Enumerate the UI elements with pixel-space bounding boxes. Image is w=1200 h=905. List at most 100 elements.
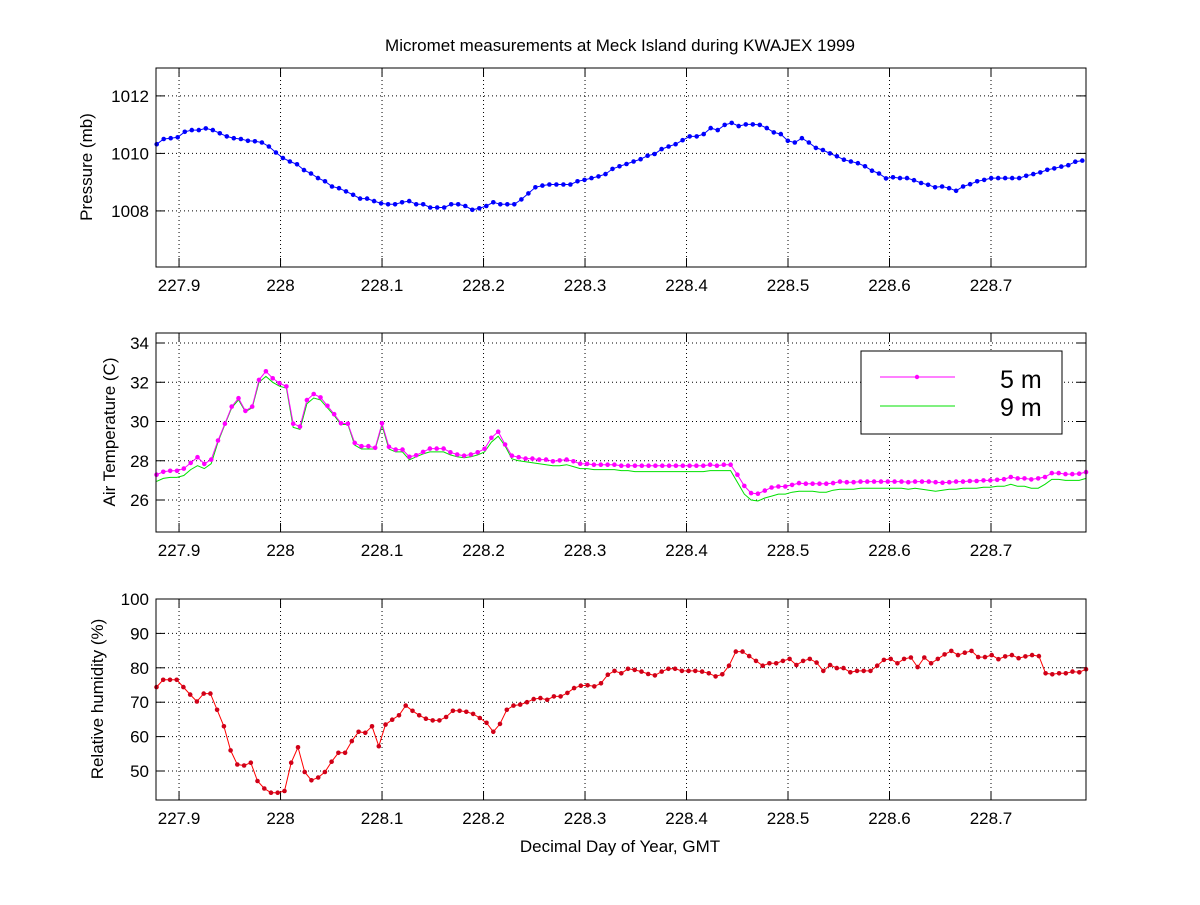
data-point-pressure bbox=[862, 164, 868, 169]
x-tick-label: 228.2 bbox=[462, 276, 505, 295]
data-point-5-m bbox=[468, 452, 474, 457]
data-point-pressure bbox=[455, 202, 461, 207]
data-point-relative-humidity bbox=[982, 654, 988, 660]
data-point-relative-humidity bbox=[262, 786, 267, 791]
data-point-5-m bbox=[297, 424, 303, 429]
data-point-5-m bbox=[1056, 470, 1061, 476]
data-point-pressure bbox=[182, 129, 188, 135]
data-point-relative-humidity bbox=[848, 670, 853, 675]
data-point-relative-humidity bbox=[659, 669, 664, 674]
data-point-relative-humidity bbox=[491, 729, 496, 735]
y-tick-label: 1010 bbox=[111, 144, 149, 163]
data-point-relative-humidity bbox=[592, 684, 597, 689]
data-point-relative-humidity bbox=[753, 658, 759, 664]
data-point-5-m bbox=[352, 440, 358, 446]
data-point-5-m bbox=[1076, 471, 1082, 477]
data-point-pressure bbox=[967, 181, 973, 187]
data-point-relative-humidity bbox=[1036, 653, 1042, 659]
data-point-pressure bbox=[834, 154, 840, 159]
data-point-5-m bbox=[707, 462, 713, 468]
data-point-5-m bbox=[434, 446, 440, 451]
data-point-pressure bbox=[946, 185, 952, 191]
data-point-pressure bbox=[925, 182, 931, 188]
data-point-5-m bbox=[721, 462, 727, 468]
data-point-relative-humidity bbox=[309, 778, 314, 783]
plot-area bbox=[156, 599, 1086, 800]
data-point-relative-humidity bbox=[538, 695, 543, 701]
data-point-pressure bbox=[315, 175, 321, 181]
panel-pressure: 227.9 228 228.1 228.2 228.3 228.4 228.5 228.6 22… bbox=[111, 67, 1087, 295]
data-point-relative-humidity bbox=[255, 778, 260, 784]
data-point-pressure bbox=[771, 130, 777, 135]
data-point-5-m bbox=[1035, 476, 1041, 481]
data-point-relative-humidity bbox=[989, 652, 994, 658]
x-tick-label: 228.6 bbox=[868, 809, 911, 828]
data-point-relative-humidity bbox=[160, 677, 166, 683]
x-tick-label: 228.6 bbox=[868, 541, 911, 560]
data-point-relative-humidity bbox=[942, 652, 947, 657]
data-point-pressure bbox=[512, 202, 517, 207]
data-point-5-m bbox=[331, 411, 337, 417]
data-point-pressure bbox=[413, 202, 419, 207]
data-point-relative-humidity bbox=[342, 750, 348, 756]
data-point-5-m bbox=[1001, 476, 1007, 482]
data-point-relative-humidity bbox=[895, 661, 900, 666]
data-point-pressure bbox=[750, 122, 756, 127]
data-point-5-m bbox=[830, 480, 836, 486]
data-point-relative-humidity bbox=[288, 760, 294, 765]
data-point-5-m bbox=[372, 445, 378, 451]
data-point-5-m bbox=[1070, 471, 1075, 477]
data-point-pressure bbox=[953, 188, 959, 194]
data-point-5-m bbox=[523, 456, 528, 461]
data-point-5-m bbox=[393, 447, 399, 452]
data-point-5-m bbox=[926, 479, 932, 484]
data-point-pressure bbox=[701, 131, 706, 137]
x-tick-label: 228 bbox=[266, 541, 294, 560]
data-point-relative-humidity bbox=[369, 724, 375, 729]
data-point-pressure bbox=[547, 182, 552, 187]
data-point-relative-humidity bbox=[181, 684, 186, 690]
y-tick-label: 34 bbox=[130, 334, 149, 353]
data-point-pressure bbox=[715, 127, 720, 133]
series-line-9-m bbox=[156, 375, 1087, 502]
data-point-5-m bbox=[728, 462, 733, 468]
data-point-pressure bbox=[981, 177, 987, 183]
data-point-pressure bbox=[729, 120, 734, 126]
data-point-pressure bbox=[1038, 170, 1043, 175]
y-tick-label: 1012 bbox=[111, 87, 149, 106]
y-tick-label: 1008 bbox=[111, 202, 149, 221]
data-point-relative-humidity bbox=[558, 694, 563, 699]
data-point-5-m bbox=[776, 484, 781, 489]
data-point-relative-humidity bbox=[437, 718, 442, 723]
data-point-relative-humidity bbox=[699, 669, 705, 674]
data-point-relative-humidity bbox=[430, 718, 436, 723]
data-point-pressure bbox=[624, 161, 629, 167]
data-point-relative-humidity bbox=[740, 649, 745, 654]
x-tick-label: 228.7 bbox=[970, 809, 1013, 828]
data-point-relative-humidity bbox=[315, 775, 321, 780]
data-point-pressure bbox=[988, 175, 994, 181]
data-point-5-m bbox=[844, 479, 850, 485]
data-point-relative-humidity bbox=[949, 648, 954, 654]
data-point-relative-humidity bbox=[915, 664, 920, 670]
data-point-pressure bbox=[1066, 162, 1071, 168]
data-point-pressure bbox=[1031, 171, 1036, 177]
data-point-5-m bbox=[270, 376, 276, 381]
data-point-relative-humidity bbox=[544, 697, 550, 703]
data-point-5-m bbox=[543, 457, 549, 462]
data-point-relative-humidity bbox=[625, 666, 631, 672]
data-point-5-m bbox=[892, 479, 897, 484]
data-point-relative-humidity bbox=[598, 681, 604, 686]
data-point-pressure bbox=[477, 206, 482, 211]
data-point-pressure bbox=[336, 185, 342, 191]
data-point-pressure bbox=[154, 141, 159, 147]
data-point-relative-humidity bbox=[800, 658, 806, 664]
data-point-relative-humidity bbox=[1002, 654, 1008, 659]
data-point-5-m bbox=[742, 483, 747, 489]
data-point-pressure bbox=[841, 157, 847, 162]
data-point-5-m bbox=[940, 480, 945, 486]
data-point-5-m bbox=[967, 478, 973, 484]
data-point-pressure bbox=[505, 202, 510, 207]
data-point-pressure bbox=[904, 175, 910, 181]
data-point-pressure bbox=[932, 185, 938, 190]
